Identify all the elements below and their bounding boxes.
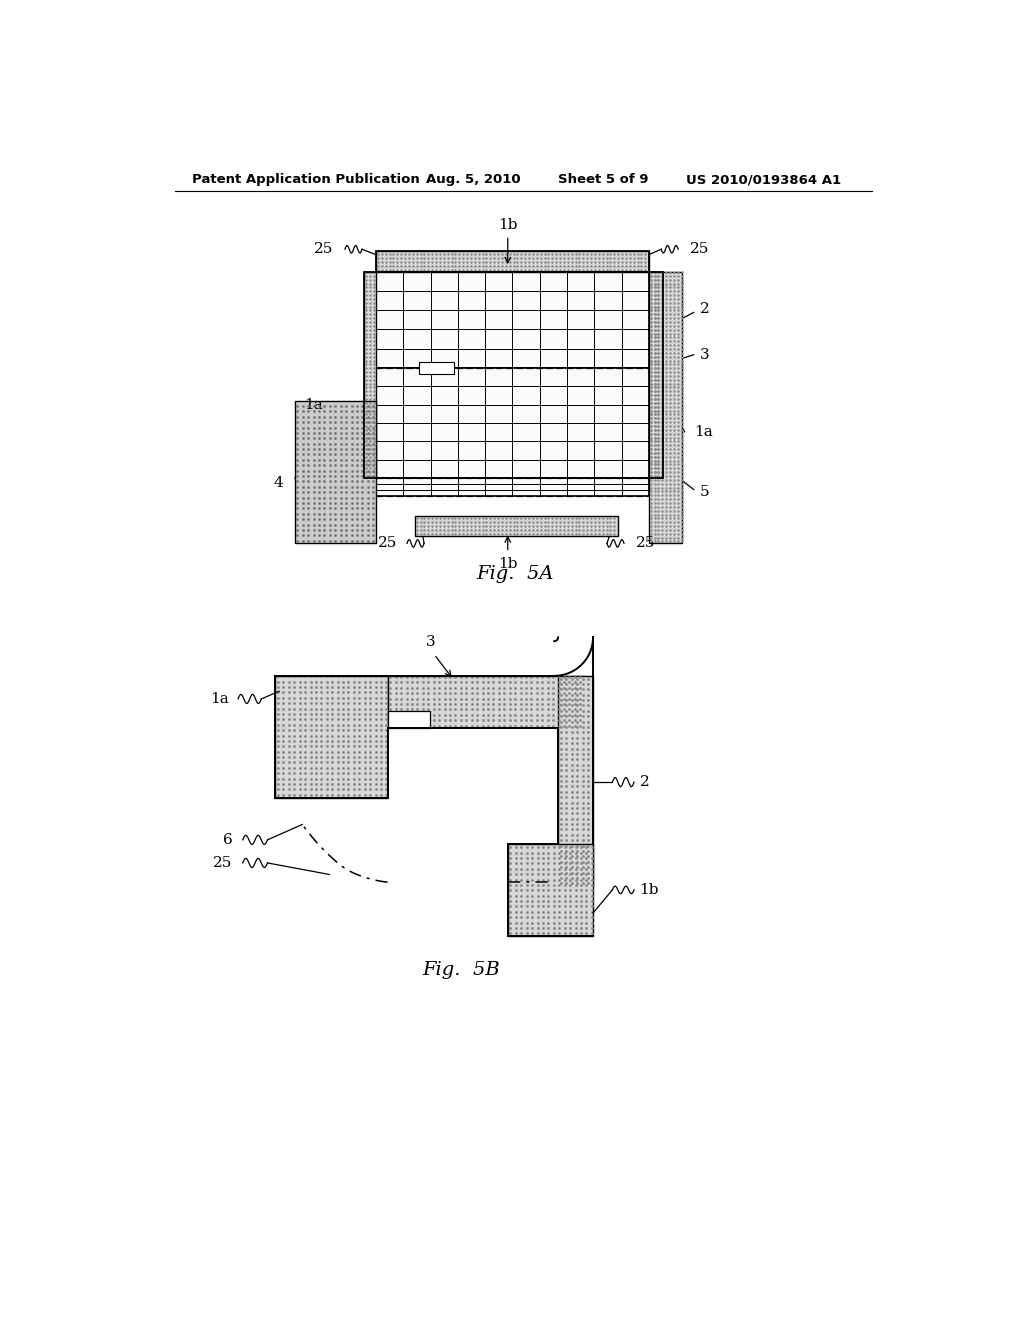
Text: 1a: 1a [693,425,713,438]
Text: 3: 3 [700,347,710,362]
Text: Fig.  5B: Fig. 5B [422,961,500,978]
Bar [376,272,649,368]
Text: 1b: 1b [498,557,517,572]
Bar [365,272,663,478]
Bar [275,676,388,797]
Text: 25: 25 [690,243,710,256]
Text: US 2010/0193864 A1: US 2010/0193864 A1 [686,173,841,186]
Text: 5: 5 [700,484,710,499]
Text: 4: 4 [273,477,283,490]
Bar [388,729,558,843]
Bar [376,368,649,478]
Bar [376,251,649,272]
Bar [365,272,376,478]
Bar [649,272,663,478]
Text: Fig.  5A: Fig. 5A [477,565,554,583]
Bar [388,676,586,729]
Bar [388,711,430,729]
Bar [295,401,376,544]
Text: 1b: 1b [640,883,659,896]
Text: 25: 25 [636,536,655,550]
Text: 25: 25 [213,855,232,870]
Text: Sheet 5 of 9: Sheet 5 of 9 [558,173,648,186]
Bar [376,478,649,496]
Bar [419,362,454,374]
Text: 3: 3 [425,635,435,649]
Text: Patent Application Publication: Patent Application Publication [191,173,419,186]
Text: 1a: 1a [304,397,324,412]
Bar [508,843,593,936]
Bar [649,272,682,544]
Bar [415,516,617,536]
Text: 1a: 1a [210,692,228,706]
Text: Aug. 5, 2010: Aug. 5, 2010 [426,173,521,186]
Text: 6: 6 [223,833,232,847]
Text: 25: 25 [378,536,397,550]
Text: 2: 2 [640,775,649,789]
Bar [376,251,649,272]
Text: 1b: 1b [498,218,517,232]
Text: 2: 2 [700,302,710,317]
Bar [558,676,593,886]
Text: 25: 25 [314,243,334,256]
